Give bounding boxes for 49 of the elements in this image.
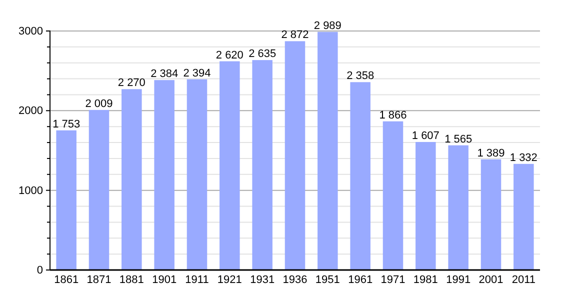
- x-tick-label: 1981: [413, 274, 438, 286]
- x-tick-label: 1871: [86, 274, 112, 286]
- x-tick-label: 1991: [446, 274, 471, 286]
- data-label: 2 989: [314, 20, 342, 32]
- data-label: 1 607: [412, 130, 440, 142]
- bar: [122, 89, 142, 270]
- x-tick-label: 1861: [54, 274, 79, 286]
- bar: [350, 82, 370, 270]
- data-label: 2 620: [216, 49, 244, 62]
- bar: [252, 60, 272, 270]
- data-label: 2 009: [85, 98, 113, 110]
- y-tick-label: 0: [36, 264, 43, 277]
- data-label: 2 394: [183, 67, 211, 80]
- x-tick-label: 1901: [152, 274, 177, 286]
- data-label: 2 635: [248, 48, 276, 60]
- bar: [318, 32, 338, 270]
- y-tick-label: 3000: [18, 26, 43, 38]
- bar: [220, 61, 240, 270]
- data-label: 1 753: [52, 118, 80, 130]
- bar: [154, 80, 174, 270]
- bar: [448, 145, 468, 270]
- y-tick-label: 1000: [18, 184, 43, 197]
- bar: [416, 142, 436, 270]
- x-tick-label: 1921: [217, 274, 242, 286]
- data-label: 2 358: [346, 70, 374, 82]
- x-tick-label: 1911: [185, 274, 209, 286]
- data-label: 1 332: [510, 152, 538, 164]
- data-label: 1 565: [444, 133, 472, 146]
- bar: [186, 79, 208, 270]
- x-tick-label: 1951: [315, 274, 340, 286]
- bar: [284, 41, 306, 270]
- x-tick-label: 2001: [478, 274, 504, 286]
- data-label: 2 384: [150, 68, 178, 80]
- x-tick-label: 1961: [348, 274, 373, 286]
- bar: [480, 159, 502, 270]
- bar: [56, 130, 76, 270]
- x-tick-label: 1971: [380, 274, 406, 286]
- data-label: 1 389: [477, 147, 505, 160]
- data-label: 2 872: [281, 29, 309, 42]
- data-label: 2 270: [118, 77, 146, 90]
- bar: [88, 110, 110, 270]
- data-label: 1 866: [379, 109, 407, 122]
- y-tick-label: 2000: [18, 105, 43, 118]
- x-tick-label: 1931: [250, 274, 275, 286]
- bar: [514, 164, 534, 270]
- x-tick-label: 2011: [512, 274, 536, 286]
- x-tick-label: 1881: [119, 274, 144, 286]
- x-tick-label: 1936: [282, 274, 308, 286]
- bar: [382, 121, 404, 270]
